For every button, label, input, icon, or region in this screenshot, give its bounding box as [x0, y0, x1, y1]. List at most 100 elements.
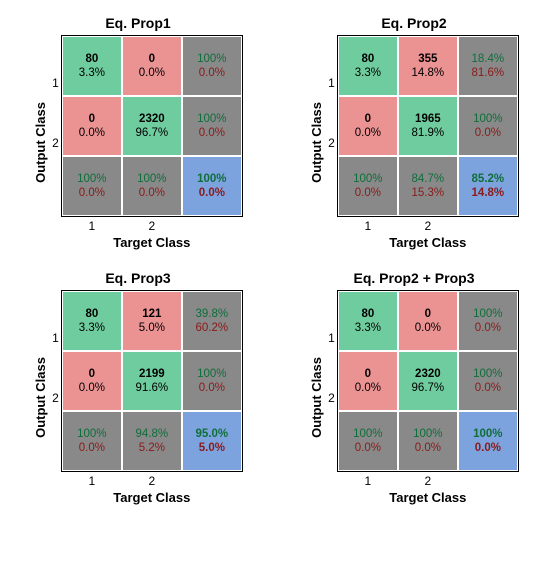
cell-value-bot: 0.0%	[199, 66, 225, 80]
y-tick: 2	[52, 113, 59, 173]
cell-value-bot: 0.0%	[79, 126, 105, 140]
cell-value-top: 0	[365, 367, 371, 381]
confusion-matrix-0: Eq. Prop1Output Class12803.3%00.0%100%0.…	[15, 15, 261, 250]
matrix-cell: 1215.0%	[122, 291, 182, 351]
x-tick: 2	[122, 219, 182, 233]
cell-value-bot: 0.0%	[79, 186, 105, 200]
cell-value-bot: 0.0%	[415, 441, 441, 455]
matrix-cell: 85.2%14.8%	[458, 156, 518, 216]
cell-value-bot: 91.6%	[136, 381, 169, 395]
y-tick	[328, 173, 335, 233]
cell-value-top: 100%	[473, 112, 502, 126]
x-axis-label: Target Class	[389, 490, 466, 505]
cell-value-bot: 0.0%	[475, 441, 501, 455]
cell-value-bot: 0.0%	[79, 441, 105, 455]
matrix-cells: 803.3%1215.0%39.8%60.2%00.0%219991.6%100…	[61, 290, 243, 472]
matrix-and-xlabels: 803.3%00.0%100%0.0%00.0%232096.7%100%0.0…	[337, 290, 519, 505]
matrix-and-xlabels: 803.3%35514.8%18.4%81.6%00.0%196581.9%10…	[337, 35, 519, 250]
matrix-cell: 803.3%	[338, 36, 398, 96]
y-tick: 1	[52, 53, 59, 113]
matrix-cell: 100%0.0%	[62, 156, 122, 216]
cell-value-bot: 0.0%	[475, 126, 501, 140]
y-axis-label: Output Class	[309, 357, 324, 438]
confusion-matrix-2: Eq. Prop3Output Class12803.3%1215.0%39.8…	[15, 270, 261, 505]
matrix-cell: 95.0%5.0%	[182, 411, 242, 471]
cell-value-bot: 5.0%	[139, 321, 165, 335]
cell-value-bot: 0.0%	[475, 381, 501, 395]
cell-value-top: 0	[89, 367, 95, 381]
matrix-and-xlabels: 803.3%00.0%100%0.0%00.0%232096.7%100%0.0…	[61, 35, 243, 250]
matrix-cell: 100%0.0%	[182, 351, 242, 411]
y-ticks: 12	[52, 308, 59, 488]
matrix-cell: 00.0%	[398, 291, 458, 351]
matrix-cell: 803.3%	[62, 291, 122, 351]
cell-value-bot: 5.0%	[199, 441, 225, 455]
y-axis-label: Output Class	[309, 102, 324, 183]
chart-area: Output Class12803.3%1215.0%39.8%60.2%00.…	[33, 290, 243, 505]
x-ticks: 12	[338, 472, 518, 488]
matrix-cell: 100%0.0%	[398, 411, 458, 471]
cell-value-top: 18.4%	[472, 52, 505, 66]
x-ticks: 12	[62, 217, 242, 233]
cell-value-top: 100%	[77, 172, 106, 186]
x-tick: 1	[62, 474, 122, 488]
cell-value-top: 84.7%	[412, 172, 445, 186]
cell-value-bot: 0.0%	[139, 186, 165, 200]
y-tick: 2	[52, 368, 59, 428]
cell-value-bot: 0.0%	[475, 321, 501, 335]
matrix-cells: 803.3%00.0%100%0.0%00.0%232096.7%100%0.0…	[337, 290, 519, 472]
matrix-cells: 803.3%35514.8%18.4%81.6%00.0%196581.9%10…	[337, 35, 519, 217]
cell-value-bot: 81.9%	[412, 126, 445, 140]
cell-value-top: 80	[361, 52, 374, 66]
x-ticks: 12	[338, 217, 518, 233]
y-ticks: 12	[52, 53, 59, 233]
y-tick: 1	[52, 308, 59, 368]
matrix-cell: 803.3%	[338, 291, 398, 351]
cell-value-top: 2320	[415, 367, 441, 381]
cell-value-top: 0	[149, 52, 155, 66]
x-tick: 2	[398, 219, 458, 233]
cell-value-top: 355	[418, 52, 437, 66]
matrix-cell: 00.0%	[62, 96, 122, 156]
matrix-cell: 100%0.0%	[62, 411, 122, 471]
cell-value-bot: 81.6%	[472, 66, 505, 80]
matrix-cell: 00.0%	[338, 351, 398, 411]
cell-value-bot: 0.0%	[355, 186, 381, 200]
y-ticks: 12	[328, 53, 335, 233]
matrix-cell: 35514.8%	[398, 36, 458, 96]
y-tick: 2	[328, 113, 335, 173]
cell-value-bot: 0.0%	[79, 381, 105, 395]
cell-value-bot: 0.0%	[355, 126, 381, 140]
y-tick: 1	[328, 53, 335, 113]
matrix-cell: 196581.9%	[398, 96, 458, 156]
x-axis-label: Target Class	[389, 235, 466, 250]
matrix-title: Eq. Prop1	[105, 15, 170, 31]
x-tick	[458, 219, 518, 233]
cell-value-top: 80	[85, 52, 98, 66]
cell-value-top: 80	[361, 307, 374, 321]
matrix-cell: 803.3%	[62, 36, 122, 96]
matrix-and-xlabels: 803.3%1215.0%39.8%60.2%00.0%219991.6%100…	[61, 290, 243, 505]
matrix-cell: 100%0.0%	[338, 411, 398, 471]
cell-value-top: 80	[85, 307, 98, 321]
matrix-cell: 232096.7%	[398, 351, 458, 411]
matrix-cell: 00.0%	[122, 36, 182, 96]
matrix-cell: 94.8%5.2%	[122, 411, 182, 471]
x-tick: 1	[338, 219, 398, 233]
matrix-cell: 100%0.0%	[458, 291, 518, 351]
cell-value-bot: 96.7%	[412, 381, 445, 395]
y-axis-label: Output Class	[33, 102, 48, 183]
matrix-title: Eq. Prop2 + Prop3	[354, 270, 475, 286]
matrix-cell: 18.4%81.6%	[458, 36, 518, 96]
chart-area: Output Class12803.3%00.0%100%0.0%00.0%23…	[309, 290, 519, 505]
matrix-cell: 00.0%	[338, 96, 398, 156]
matrix-cell: 100%0.0%	[458, 96, 518, 156]
cell-value-bot: 0.0%	[139, 66, 165, 80]
cell-value-bot: 60.2%	[196, 321, 229, 335]
matrix-cell: 100%0.0%	[338, 156, 398, 216]
cell-value-top: 2199	[139, 367, 165, 381]
cell-value-bot: 3.3%	[79, 321, 105, 335]
x-axis-label: Target Class	[113, 235, 190, 250]
y-axis-label: Output Class	[33, 357, 48, 438]
cell-value-top: 94.8%	[136, 427, 169, 441]
